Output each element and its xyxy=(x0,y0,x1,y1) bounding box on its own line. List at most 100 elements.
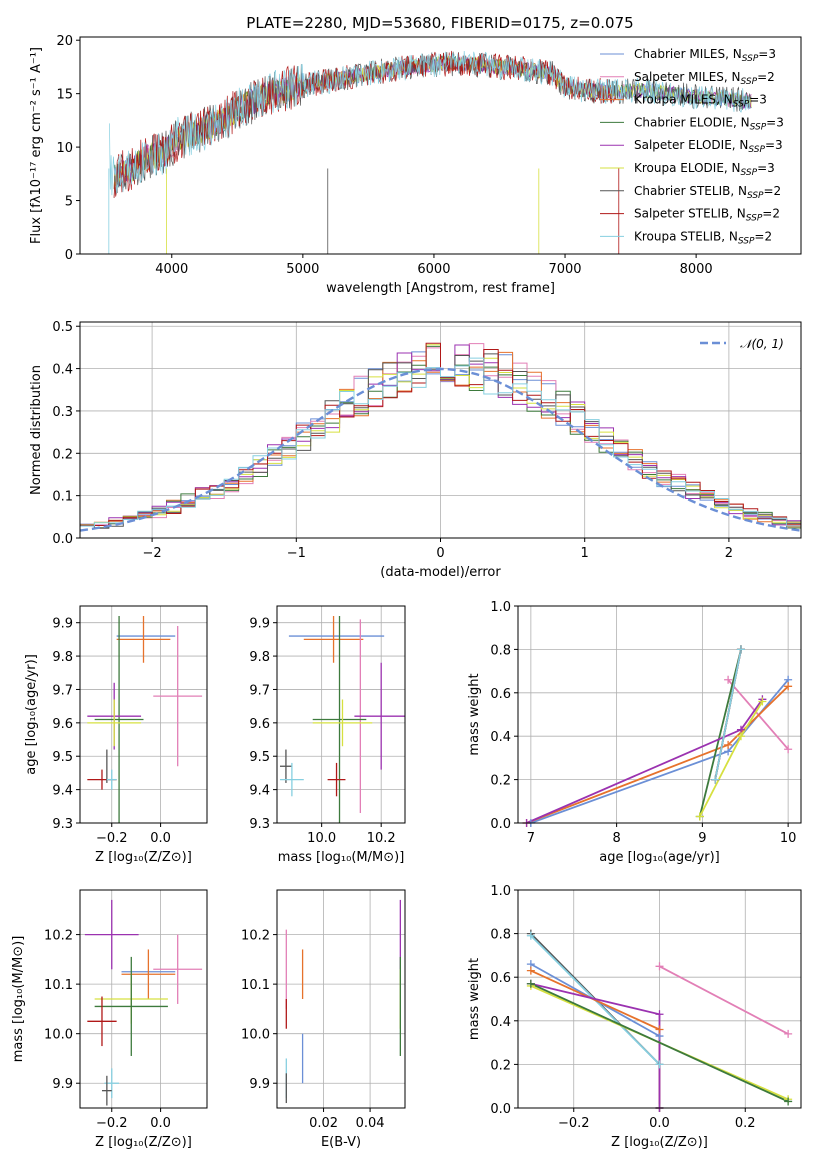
y-tick-label: 1.0 xyxy=(490,600,511,615)
weight-marker xyxy=(758,697,767,706)
legend-label: Salpeter MILES, NSSP=2 xyxy=(634,70,775,87)
gaussian-curve xyxy=(80,367,801,532)
y-tick-label: 9.9 xyxy=(249,1077,270,1092)
y-tick-label: 0.4 xyxy=(52,363,73,378)
weight-line-chabrier-miles xyxy=(530,963,661,1108)
x-tick-label: −1 xyxy=(287,546,306,561)
axes-spectrum: 4000 5000 6000 7000 8000 0 5 10 15 20 wavelength [… xyxy=(29,34,802,296)
weight-marker xyxy=(784,682,793,691)
weight-marker xyxy=(655,1010,664,1019)
axes-weight-vs-age: 7 8 9 10 0.0 0.2 0.4 0.6 0.8 1.0 age [log₁₀(age/yr… xyxy=(467,600,802,865)
legend-label: Kroupa MILES, NSSP=3 xyxy=(634,93,767,110)
weight-marker xyxy=(784,745,793,754)
axes-frame xyxy=(79,321,802,539)
weight-line-chabrier-elodie xyxy=(530,982,789,1103)
y-tick-label: 9.7 xyxy=(249,683,270,698)
legend-label: Chabrier STELIB, NSSP=2 xyxy=(634,184,781,201)
y-tick-label: 9.8 xyxy=(249,650,270,665)
x-axis-label: E(B-V) xyxy=(321,1135,361,1150)
x-axis-label: Z [log₁₀(Z/Z⊙)] xyxy=(611,1135,708,1150)
y-tick-label: 0.0 xyxy=(52,532,73,547)
weight-marker xyxy=(526,979,535,988)
y-tick-label: 9.9 xyxy=(52,617,73,632)
weight-marker xyxy=(784,1097,793,1106)
y-axis-label: mass [log₁₀(M/M⊙)] xyxy=(11,936,26,1063)
y-tick-label: 1.0 xyxy=(490,884,511,899)
y-tick-label: 20 xyxy=(56,34,73,49)
y-tick-label: 9.4 xyxy=(52,784,73,799)
x-axis-label: Z [log₁₀(Z/Z⊙)] xyxy=(95,850,192,865)
plot-area-spectrum xyxy=(108,50,752,254)
x-tick-label: 2 xyxy=(725,546,733,561)
weight-line-kroupa-miles xyxy=(526,685,789,823)
weight-marker xyxy=(655,1060,664,1069)
x-tick-label: 10 xyxy=(780,831,797,846)
legend-label: Chabrier MILES, NSSP=3 xyxy=(634,47,776,64)
weight-line-kroupa-stelib xyxy=(530,935,661,1108)
y-tick-label: 9.6 xyxy=(52,717,73,732)
y-tick-label: 0.4 xyxy=(490,1015,511,1030)
axes-weight-vs-Z: −0.2 0.0 0.2 0.0 0.2 0.4 0.6 0.8 1.0 Z [log₁₀(Z/Z… xyxy=(467,884,802,1150)
x-tick-label: 9 xyxy=(698,831,706,846)
y-tick-label: 0.4 xyxy=(490,730,511,745)
weight-marker xyxy=(736,732,745,741)
y-tick-label: 10.0 xyxy=(44,1028,73,1043)
axes-frame xyxy=(79,36,802,255)
figure-title: PLATE=2280, MJD=53680, FIBERID=0175, z=0… xyxy=(246,14,633,32)
weight-line-chabrier-elodie xyxy=(698,649,742,817)
y-tick-label: 0.2 xyxy=(490,774,511,789)
plot-area-residuals xyxy=(80,342,801,532)
axes-frame xyxy=(79,605,208,824)
y-tick-label: 0.5 xyxy=(52,320,73,335)
y-tick-label: 0.0 xyxy=(490,1102,511,1117)
y-tick-label: 9.5 xyxy=(52,750,73,765)
y-tick-label: 0.2 xyxy=(52,447,73,462)
x-tick-label: −0.2 xyxy=(558,1116,590,1131)
x-tick-label: −2 xyxy=(143,546,162,561)
axes-frame xyxy=(79,889,208,1109)
x-tick-label: 6000 xyxy=(417,262,450,277)
y-tick-label: 0.3 xyxy=(52,405,73,420)
weight-marker xyxy=(724,740,733,749)
y-tick-label: 10.2 xyxy=(241,929,270,944)
axes-age-vs-Z: −0.2 0.0 9.3 9.4 9.5 9.6 9.7 9.8 9.9 Z [log₁₀(Z/Z… xyxy=(24,605,208,865)
y-tick-label: 0 xyxy=(65,248,73,263)
axes-residuals: −2 −1 0 1 2 0.0 0.1 0.2 0.3 0.4 0.5 (data-model)/er… xyxy=(29,320,802,580)
y-tick-label: 9.7 xyxy=(52,683,73,698)
weight-line-kroupa-miles xyxy=(530,969,661,1108)
plot-area-age-vs-Z xyxy=(87,616,203,823)
x-tick-label: −0.2 xyxy=(96,831,128,846)
x-tick-label: 7 xyxy=(527,831,535,846)
x-tick-label: 10.0 xyxy=(307,831,336,846)
plot-area-mass-vs-EBV xyxy=(285,899,401,1104)
y-tick-label: 9.5 xyxy=(249,750,270,765)
y-tick-label: 0.1 xyxy=(52,490,73,505)
x-axis-label: (data-model)/error xyxy=(380,565,501,580)
y-tick-label: 15 xyxy=(56,88,73,103)
y-tick-label: 9.8 xyxy=(52,650,73,665)
plot-area-weight-vs-age xyxy=(526,649,789,823)
legend-label: Salpeter STELIB, NSSP=2 xyxy=(634,207,780,224)
weight-marker xyxy=(526,931,535,940)
weight-marker xyxy=(655,1025,664,1034)
weight-marker xyxy=(526,966,535,975)
y-tick-label: 10.0 xyxy=(241,1028,270,1043)
x-tick-label: 10.2 xyxy=(367,831,396,846)
weight-line-kroupa-stelib xyxy=(714,649,742,780)
x-axis-label: age [log₁₀(age/yr)] xyxy=(599,850,720,865)
y-tick-label: 0.8 xyxy=(490,643,511,658)
gauss-legend-label: 𝒩(0, 1) xyxy=(740,337,784,351)
y-axis-label: mass weight xyxy=(467,673,482,755)
y-tick-label: 9.4 xyxy=(249,784,270,799)
histogram-salpeter-stelib xyxy=(80,342,801,527)
y-tick-label: 10 xyxy=(56,141,73,156)
axes-mass-vs-Z: −0.2 0.0 9.9 10.0 10.1 10.2 Z [log₁₀(Z/Z⊙)] mas… xyxy=(11,889,208,1150)
weight-marker xyxy=(724,675,733,684)
axes-frame xyxy=(276,605,406,824)
weight-line-chabrier-miles xyxy=(530,679,789,823)
axes-age-vs-mass: 10.0 10.2 9.3 9.4 9.5 9.6 9.7 9.8 9.9 mass [log₁₀… xyxy=(249,605,406,865)
y-tick-label: 5 xyxy=(65,195,73,210)
weight-line-salpeter-miles xyxy=(659,965,789,1035)
axes-frame xyxy=(517,889,802,1109)
x-tick-label: 4000 xyxy=(155,262,188,277)
